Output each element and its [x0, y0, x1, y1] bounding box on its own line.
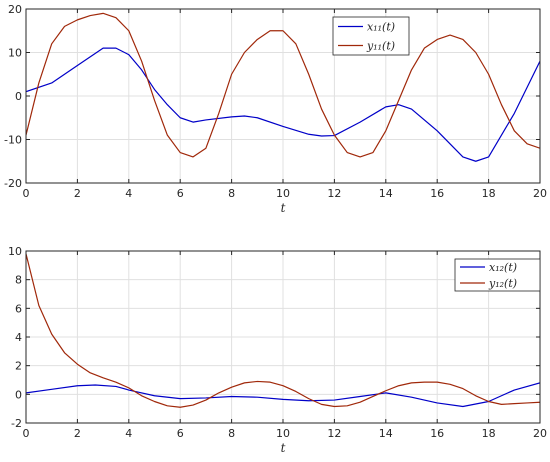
x-tick-label: 4 [125, 187, 132, 200]
x-tick-label: 4 [125, 427, 132, 440]
legend-label: x₁₂(t) [489, 261, 517, 274]
legend-box [332, 16, 410, 56]
y-tick-label: -10 [4, 134, 22, 147]
x-tick-label: 12 [327, 427, 341, 440]
series-line-x [26, 382, 540, 408]
legend-label: y₁₁(t) [366, 40, 395, 53]
x-tick-label: 14 [379, 187, 393, 200]
x-tick-label: 20 [533, 427, 547, 440]
x-axis-title: t [281, 201, 286, 215]
legend-label: x₁₁(t) [367, 21, 395, 34]
x-tick-label: 6 [177, 187, 184, 200]
series-line-y [26, 253, 540, 408]
x-tick-label: 6 [177, 427, 184, 440]
y-tick-label: 0 [15, 388, 22, 401]
y-tick-label: 6 [15, 302, 22, 315]
y-tick-label: -20 [4, 177, 22, 190]
x-tick-label: 8 [228, 427, 235, 440]
x-tick-label: 0 [23, 187, 30, 200]
y-tick-label: 10 [8, 47, 22, 60]
y-tick-label: 20 [8, 3, 22, 16]
y-tick-label: 8 [15, 274, 22, 287]
series-line-x [26, 47, 540, 162]
legend-box [454, 258, 541, 292]
legend: x₁₂(t) y₁₂(t) [454, 258, 541, 292]
x-tick-label: 12 [327, 187, 341, 200]
x-tick-label: 14 [379, 427, 393, 440]
x-tick-label: 20 [533, 187, 547, 200]
x-tick-label: 10 [276, 427, 290, 440]
x-tick-label: 18 [482, 187, 496, 200]
x-axis-title: t [281, 441, 286, 455]
y-tick-label: 0 [15, 90, 22, 103]
legend: x₁₁(t) y₁₁(t) [332, 16, 410, 56]
y-tick-label: -2 [11, 417, 22, 430]
series-line-y [26, 12, 540, 158]
y-tick-label: 2 [15, 360, 22, 373]
x-tick-label: 0 [23, 427, 30, 440]
x-tick-label: 8 [228, 187, 235, 200]
x-tick-label: 16 [430, 427, 444, 440]
x-tick-label: 2 [74, 427, 81, 440]
y-tick-label: 10 [8, 245, 22, 258]
x-tick-label: 18 [482, 427, 496, 440]
x-tick-label: 16 [430, 187, 444, 200]
legend-label: y₁₂(t) [488, 277, 517, 290]
chart-1: 0 2 4 6 8 10 12 14 16 18 20 -20 -10 0 10 20 t x₁₁(t) y₁₁(t… [4, 3, 547, 215]
x-tick-label: 2 [74, 187, 81, 200]
x-tick-label: 10 [276, 187, 290, 200]
y-tick-label: 4 [15, 331, 22, 344]
